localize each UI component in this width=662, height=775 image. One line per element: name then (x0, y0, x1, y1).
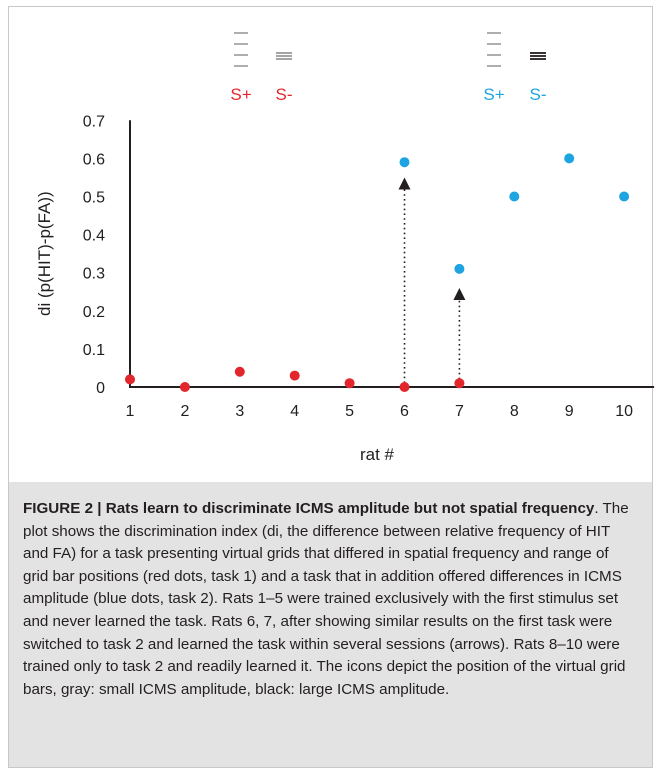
data-point (344, 378, 355, 389)
x-tick-label: 7 (455, 403, 464, 420)
data-point (454, 378, 465, 389)
y-tick-label: 0 (96, 380, 105, 397)
x-tick-label: 10 (615, 403, 633, 420)
data-point (289, 370, 300, 381)
x-tick-label: 1 (126, 403, 135, 420)
figure-caption: FIGURE 2 | Rats learn to discriminate IC… (9, 482, 652, 767)
data-point (179, 382, 190, 392)
x-tick-label: 5 (345, 403, 354, 420)
x-tick-label: 4 (290, 403, 299, 420)
legend-label: S+ (230, 85, 251, 104)
arrow-head (453, 287, 466, 300)
arrow-head (398, 177, 411, 190)
x-tick-label: 3 (235, 403, 244, 420)
x-tick-label: 6 (400, 403, 409, 420)
legend-label: S- (530, 85, 547, 104)
y-tick-label: 0.3 (83, 266, 105, 283)
y-tick-label: 0.2 (83, 304, 105, 321)
caption-body: . The plot shows the discrimination inde… (23, 500, 629, 698)
x-tick-label: 9 (565, 403, 574, 420)
scatter-chart: 0 0.1 0.2 0.3 0.4 0.5 0.6 0.7 1 2 3 4 5 6 7 8 9 10 rat # di… (35, 32, 655, 464)
gray-narrow-grid-icon (276, 52, 292, 60)
y-tick-label: 0.5 (83, 190, 105, 207)
x-tick-label: 2 (180, 403, 189, 420)
data-point (399, 157, 410, 168)
x-tick-label: 8 (510, 403, 519, 420)
gray-wide-grid-icon (487, 32, 501, 67)
y-axis-label: di (p(HIT)-p(FA)) (35, 191, 54, 316)
black-narrow-grid-icon (530, 52, 546, 60)
data-point (509, 191, 520, 202)
data-point (125, 374, 135, 385)
legend-label: S- (276, 85, 293, 104)
legend-label: S+ (483, 85, 504, 104)
y-tick-label: 0.1 (83, 342, 105, 359)
x-axis-label: rat # (360, 445, 395, 464)
caption-title: FIGURE 2 | Rats learn to discriminate IC… (23, 500, 595, 517)
data-point (234, 366, 245, 377)
data-point (564, 153, 575, 164)
data-point (619, 191, 630, 202)
gray-wide-grid-icon (234, 32, 248, 67)
y-tick-label: 0.6 (83, 151, 105, 168)
y-tick-label: 0.4 (83, 228, 105, 245)
y-tick-label: 0.7 (83, 113, 105, 130)
data-point (454, 263, 465, 274)
data-point (399, 382, 410, 392)
